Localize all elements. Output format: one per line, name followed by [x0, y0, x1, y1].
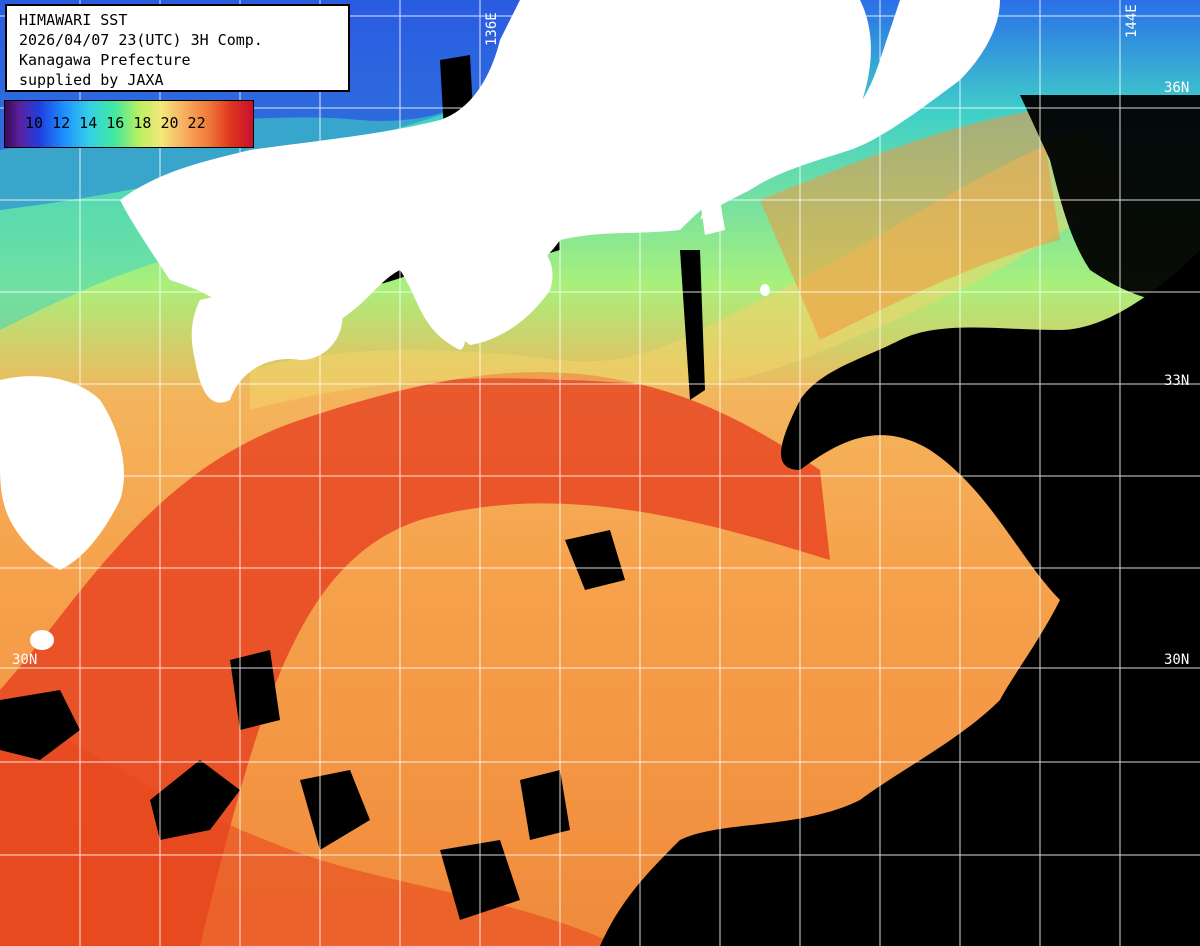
title-line-region: Kanagawa Prefecture	[19, 51, 191, 69]
title-line-datetime: 2026/04/07 23(UTC) 3H Comp.	[19, 31, 263, 49]
title-box: HIMAWARI SST 2026/04/07 23(UTC) 3H Comp.…	[5, 4, 350, 92]
lon-label-136e: 136E	[484, 12, 500, 46]
cloud-patch-s1	[300, 770, 370, 850]
land-kii	[398, 225, 553, 345]
land-kyushu	[0, 376, 124, 570]
land-kanto	[700, 0, 1000, 220]
land-izu	[700, 200, 725, 235]
colorbar-labels: 10 12 14 16 18 20 22	[25, 114, 206, 132]
land-tanegashima	[30, 630, 54, 650]
cloud-mask-east	[600, 250, 1200, 946]
lat-label-30n-right: 30N	[1164, 652, 1190, 668]
sst-colorbar: 10 12 14 16 18 20 22	[4, 100, 254, 148]
land-honshu	[120, 0, 871, 350]
title-line-credit: supplied by JAXA	[19, 71, 164, 89]
cloud-patch-s3	[230, 650, 280, 730]
lat-label-33n: 33N	[1164, 373, 1190, 389]
cloud-patch-center	[565, 530, 625, 590]
south-warm-band	[0, 700, 620, 946]
lat-label-30n-left: 30N	[12, 652, 38, 668]
cloud-patch-sw1	[150, 760, 240, 840]
cloud-patch-sw2	[0, 690, 80, 760]
cloud-patch-s4	[520, 770, 570, 840]
east-warm-patch	[760, 110, 1060, 340]
land-hachijo	[760, 284, 770, 296]
title-line-product: HIMAWARI SST	[19, 11, 128, 29]
lat-label-36n: 36N	[1164, 80, 1190, 96]
cloud-mask-northeast	[1020, 95, 1200, 303]
land-shikoku	[191, 292, 343, 403]
lon-label-144e: 144E	[1124, 4, 1140, 38]
cloud-strip	[680, 250, 705, 400]
